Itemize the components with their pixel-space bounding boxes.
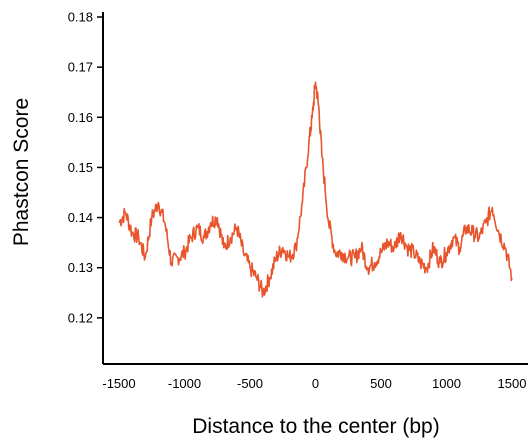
y-axis-ticks: 0.12 0.13 0.14 0.15 0.16 0.17 0.18 bbox=[68, 10, 103, 325]
x-tick-label: -1000 bbox=[168, 376, 201, 391]
x-tick-label: -1500 bbox=[102, 376, 135, 391]
x-axis-title: Distance to the center (bp) bbox=[192, 415, 439, 438]
y-tick-label: 0.12 bbox=[68, 310, 93, 325]
series-line-phastcon bbox=[118, 81, 513, 298]
x-tick-label: 0 bbox=[312, 376, 319, 391]
y-tick-label: 0.16 bbox=[68, 110, 93, 125]
y-axis-title: Phastcon Score bbox=[10, 98, 33, 246]
x-tick-label: 500 bbox=[370, 376, 392, 391]
x-tick-label: 1500 bbox=[498, 376, 527, 391]
y-tick-label: 0.17 bbox=[68, 60, 93, 75]
y-tick-label: 0.14 bbox=[68, 210, 93, 225]
y-tick-label: 0.13 bbox=[68, 260, 93, 275]
x-tick-label: -500 bbox=[237, 376, 263, 391]
x-tick-label: 1000 bbox=[432, 376, 461, 391]
x-axis-ticks: -1500 -1000 -500 0 500 1000 1500 bbox=[102, 376, 526, 391]
y-tick-label: 0.18 bbox=[68, 10, 93, 25]
y-tick-label: 0.15 bbox=[68, 160, 93, 175]
